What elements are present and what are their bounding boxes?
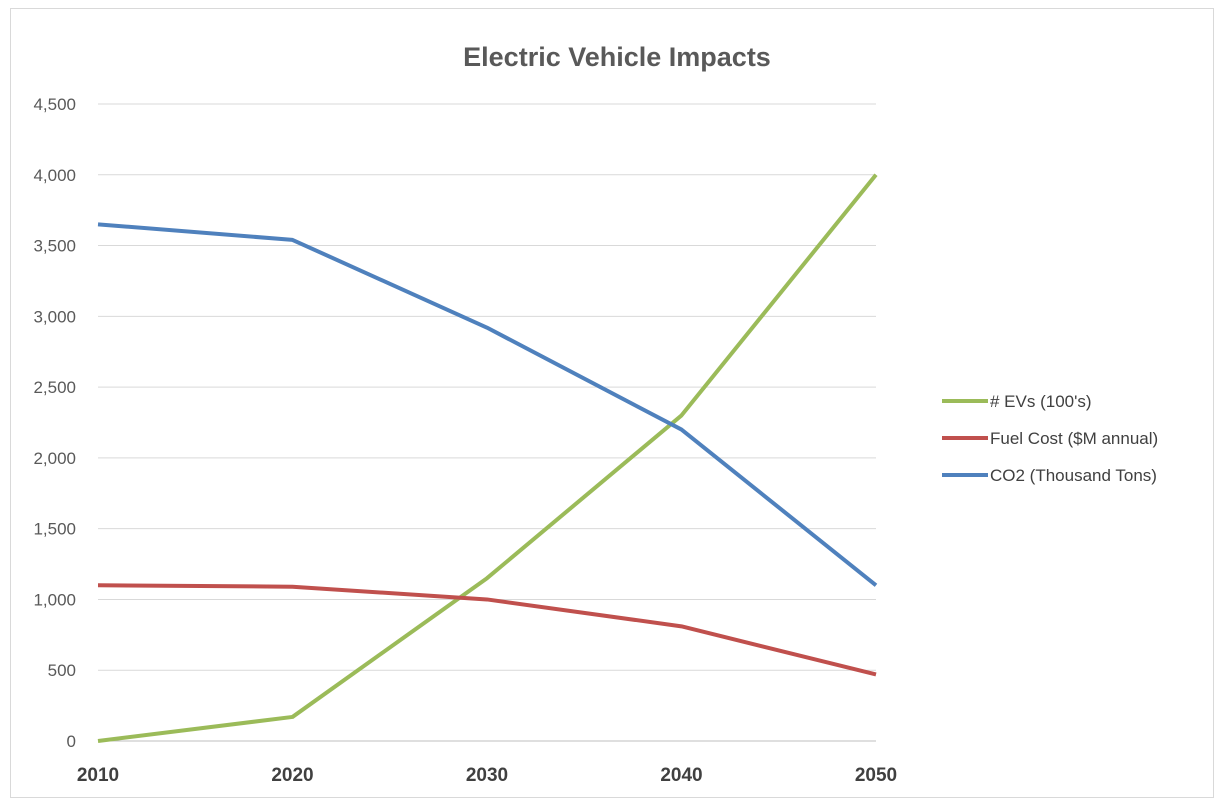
x-tick-label: 2020 <box>271 765 313 786</box>
chart-title: Electric Vehicle Impacts <box>463 42 771 72</box>
series-lines <box>97 173 878 743</box>
x-tick-label: 2010 <box>77 765 119 786</box>
y-tick-label: 1,000 <box>33 590 76 609</box>
x-tick-label: 2030 <box>466 765 508 786</box>
y-tick-label: 500 <box>48 661 76 680</box>
x-axis-ticks: 2010 2020 2030 2040 2050 <box>77 765 897 786</box>
y-tick-label: 4,000 <box>33 166 76 185</box>
series-line-3 <box>97 222 878 587</box>
legend: # EVs (100's) Fuel Cost ($M annual) CO2 (T… <box>942 392 1158 485</box>
chart-frame <box>10 8 1214 798</box>
y-tick-label: 0 <box>67 732 76 751</box>
x-tick-label: 2050 <box>855 765 897 786</box>
gridlines <box>98 103 876 742</box>
x-tick-label: 2040 <box>660 765 702 786</box>
legend-label: Fuel Cost ($M annual) <box>990 429 1158 448</box>
y-tick-label: 3,000 <box>33 307 76 326</box>
legend-label: CO2 (Thousand Tons) <box>990 466 1157 485</box>
y-tick-label: 2,500 <box>33 378 76 397</box>
series-line-2 <box>97 583 877 677</box>
legend-label: # EVs (100's) <box>990 392 1092 411</box>
y-axis-ticks: 0 500 1,000 1,500 2,000 2,500 3,000 3,500 4,000 4… <box>33 95 76 751</box>
y-tick-label: 2,000 <box>33 449 76 468</box>
series-line-1 <box>97 173 878 743</box>
y-tick-label: 3,500 <box>33 237 76 256</box>
y-tick-label: 4,500 <box>33 95 76 114</box>
y-tick-label: 1,500 <box>33 520 76 539</box>
